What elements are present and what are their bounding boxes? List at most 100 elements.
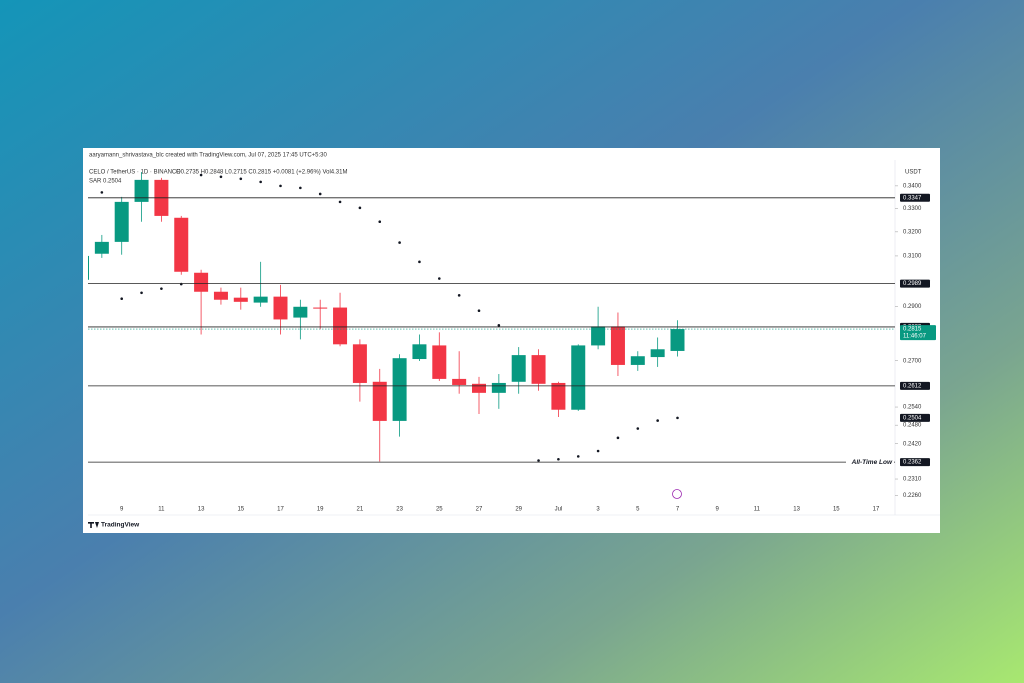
candle-body (630, 356, 645, 365)
sar-dot (477, 309, 481, 313)
x-tick-label: 25 (436, 507, 443, 513)
x-tick-label: 29 (515, 507, 522, 513)
candle-body (114, 201, 129, 242)
chart-card (83, 148, 940, 533)
x-tick-label: 9 (716, 507, 720, 513)
sar-label: 0.2504 (903, 415, 922, 421)
y-tick-label: 0.2260 (903, 493, 922, 499)
y-tick-label: 0.3200 (903, 229, 922, 235)
current-price-label: 0.2815 (903, 327, 922, 333)
candle-body (472, 383, 486, 393)
level-tag (900, 193, 930, 202)
candle-body (233, 297, 248, 302)
x-tick-label: 15 (833, 507, 840, 513)
candle-body (670, 329, 685, 351)
candle-body (273, 296, 288, 320)
candle-body (194, 272, 209, 292)
candle-body (352, 344, 367, 383)
sar-dot (259, 180, 262, 184)
candle-body (650, 349, 665, 358)
x-tick-label: 3 (596, 507, 600, 513)
countdown: 11:46:07 (903, 334, 927, 340)
sar-dot (239, 177, 243, 181)
candle-body (610, 326, 625, 365)
sar-dot (378, 220, 382, 224)
candle-body (531, 355, 546, 384)
sar-tag (900, 413, 930, 422)
candle-body (392, 358, 407, 421)
atl-label: All-Time Low (851, 459, 893, 466)
x-tick-label: 17 (873, 507, 880, 513)
level-label: 0.3347 (903, 195, 922, 201)
sar-dot (318, 192, 322, 196)
x-tick-label: 15 (237, 507, 244, 513)
x-tick-label: 21 (357, 507, 364, 513)
sar-dot (576, 455, 580, 458)
sar-dot (100, 191, 104, 194)
sar-dot (557, 457, 560, 461)
candle-body (452, 378, 467, 385)
candle-body (491, 382, 506, 393)
sar-dot (179, 282, 183, 286)
candle-body (174, 217, 189, 272)
candle-body (94, 241, 109, 254)
x-tick-label: 13 (198, 507, 205, 513)
x-tick-label: 23 (396, 507, 403, 513)
symbol: CELO / TetherUS · 1D · BINANCE (89, 170, 180, 176)
candle-body (88, 255, 89, 280)
sar-dot (160, 287, 163, 290)
y-tick-label: 0.2540 (903, 405, 922, 411)
current-price-tag (900, 325, 936, 341)
event-icon (672, 489, 682, 499)
y-tick-label: 0.2480 (903, 423, 922, 429)
brand: TradingView (101, 522, 140, 529)
ohlc-legend: O0.2735 H0.2848 L0.2715 C0.2815 +0.0081 … (176, 170, 347, 176)
candle-body (432, 345, 447, 379)
x-tick-label: 11 (754, 507, 761, 513)
candle-body (571, 345, 586, 410)
sar-dot (219, 175, 223, 179)
candle-body (372, 381, 387, 421)
y-tick-label: 0.2900 (903, 304, 922, 310)
sar-dot (418, 260, 421, 264)
candle-body (253, 296, 268, 303)
y-tick-label: 0.3100 (903, 254, 922, 260)
level-tag (900, 381, 930, 390)
sar-dot (656, 419, 659, 422)
sar-dot (438, 277, 441, 280)
brand-logo (88, 522, 99, 528)
sar-dot (497, 324, 501, 327)
sar-dot (398, 241, 401, 244)
sar-dot (457, 294, 461, 297)
level-tag (900, 458, 930, 467)
atl-bg (846, 457, 894, 467)
candle-body (333, 307, 348, 345)
x-tick-label: 19 (317, 507, 324, 513)
y-tick-label: 0.3300 (903, 206, 922, 212)
sar-dot (616, 436, 620, 440)
sar-dot (299, 186, 302, 190)
sar-dot (140, 291, 143, 295)
candle-body (412, 344, 427, 360)
x-tick-label: 13 (793, 507, 800, 513)
currency: USDT (905, 170, 922, 176)
x-tick-label: 11 (158, 507, 165, 513)
x-tick-label: 9 (120, 507, 124, 513)
sar-legend-value: 0.2504 (103, 179, 122, 185)
x-tick-label: 17 (277, 507, 284, 513)
sar-legend-name: SAR (89, 179, 102, 185)
sar-dot (676, 416, 679, 420)
candle-body (551, 382, 566, 410)
sar-dot (199, 173, 203, 177)
level-label: 0.2989 (903, 281, 922, 287)
x-tick-label: 5 (636, 507, 640, 513)
x-tick-label: Jul (555, 507, 563, 513)
sar-dot (338, 200, 342, 204)
candle-body (591, 326, 606, 346)
y-tick-label: 0.3400 (903, 183, 922, 189)
sar-dot (636, 427, 640, 430)
plot-area (88, 171, 685, 462)
sar-dot (120, 297, 123, 301)
